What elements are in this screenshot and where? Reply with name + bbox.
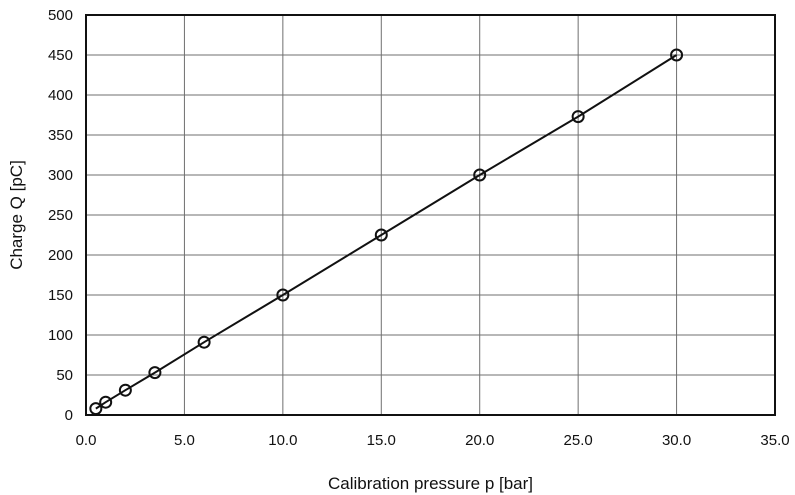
y-tick-label: 0 — [65, 407, 73, 424]
data-point — [197, 335, 211, 349]
x-tick-labels: 0.0 5.0 10.0 15.0 20.0 25.0 30.0 35.0 — [76, 432, 790, 449]
data-point — [118, 383, 132, 397]
y-tick-label: 100 — [48, 327, 73, 344]
data-point — [276, 288, 290, 302]
y-tick-label: 400 — [48, 87, 73, 104]
x-tick-label: 35.0 — [760, 432, 789, 449]
x-tick-label: 5.0 — [174, 432, 195, 449]
x-tick-label: 15.0 — [367, 432, 396, 449]
y-tick-label: 50 — [56, 367, 73, 384]
data-point — [374, 228, 388, 242]
data-point — [99, 395, 113, 409]
y-tick-label: 200 — [48, 247, 73, 264]
grid — [86, 15, 775, 415]
y-tick-label: 350 — [48, 127, 73, 144]
y-tick-label: 450 — [48, 47, 73, 64]
plot-frame — [85, 14, 776, 416]
x-tick-label: 0.0 — [76, 432, 97, 449]
y-tick-label: 500 — [48, 7, 73, 24]
series-group — [89, 48, 684, 416]
x-tick-label: 25.0 — [564, 432, 593, 449]
x-tick-label: 30.0 — [662, 432, 691, 449]
y-tick-label: 150 — [48, 287, 73, 304]
data-point — [148, 366, 162, 380]
x-axis-title: Calibration pressure p [bar] — [328, 474, 533, 493]
data-point — [89, 402, 103, 416]
data-point — [473, 168, 487, 182]
x-tick-label: 10.0 — [268, 432, 297, 449]
x-tick-label: 20.0 — [465, 432, 494, 449]
series-line — [95, 54, 678, 410]
y-tick-labels: 0 50 100 150 200 250 300 350 400 450 500 — [48, 7, 73, 424]
y-axis-title: Charge Q [pC] — [7, 160, 26, 270]
data-point — [571, 110, 585, 124]
y-tick-label: 250 — [48, 207, 73, 224]
y-tick-label: 300 — [48, 167, 73, 184]
data-point — [670, 48, 684, 62]
